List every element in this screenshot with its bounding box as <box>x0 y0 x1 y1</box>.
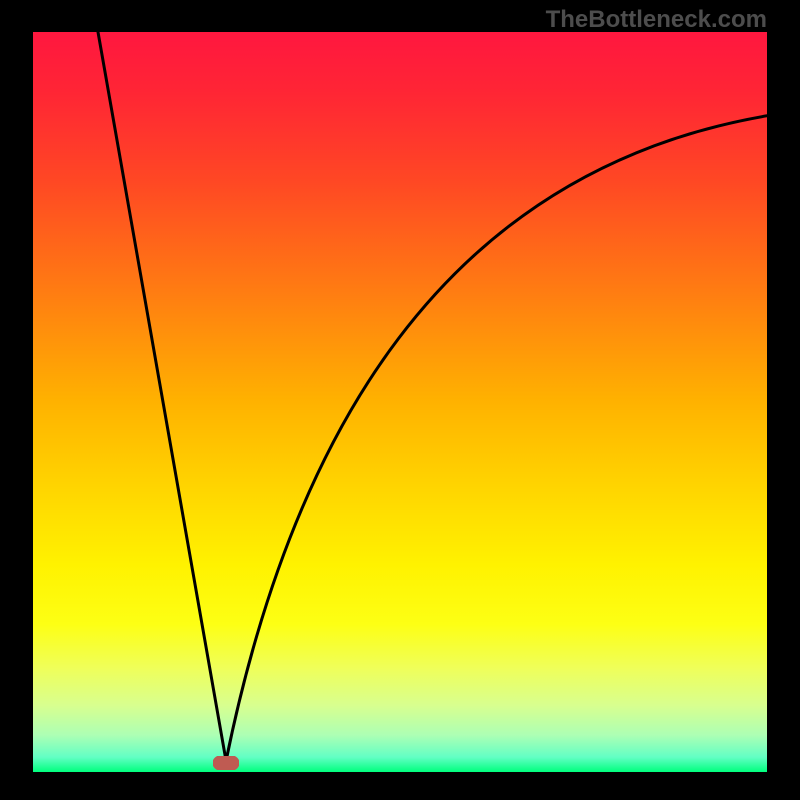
plot-area <box>33 32 767 772</box>
watermark-text: TheBottleneck.com <box>546 6 767 34</box>
optimum-marker <box>213 756 239 770</box>
bottleneck-curve <box>33 32 767 772</box>
